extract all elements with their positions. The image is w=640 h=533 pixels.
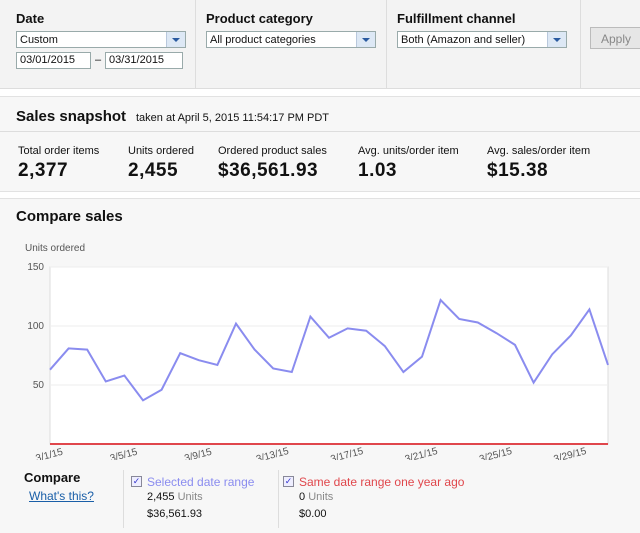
metric-label: Units ordered (128, 145, 195, 157)
units-label: Units (308, 491, 334, 503)
x-tick-label: 3/13/15 (255, 446, 290, 460)
legend-divider (123, 470, 124, 528)
metric-label: Avg. units/order item (358, 145, 459, 157)
whats-this-link[interactable]: What's this? (29, 489, 94, 503)
date-from[interactable]: 03/01/2015 (16, 52, 91, 69)
fulfillment-select-text: Both (Amazon and seller) (401, 34, 526, 46)
date-separator: – (95, 54, 102, 66)
metric-label: Ordered product sales (218, 145, 327, 157)
date-select-text: Custom (20, 34, 58, 46)
checkbox[interactable]: ✓ (283, 476, 294, 487)
checkbox[interactable]: ✓ (131, 476, 142, 487)
units-value: 2,455 (147, 491, 175, 503)
metric-value: 2,377 (18, 160, 69, 181)
range-units: 2,455 Units (147, 491, 203, 503)
x-tick-label: 3/5/15 (109, 447, 139, 460)
metric-value: 2,455 (128, 160, 179, 181)
dropdown-arrow (356, 32, 375, 47)
series-line (49, 298, 609, 402)
chart: Units ordered 50 100 150 3/1/15 3/5/15 3/9/15… (25, 243, 609, 460)
date-to[interactable]: 03/31/2015 (105, 52, 183, 69)
divider (386, 0, 387, 88)
metric-label: Total order items (18, 145, 100, 157)
x-tick-label: 3/29/15 (553, 446, 588, 460)
metric-value: $15.38 (487, 160, 549, 181)
metric-value: 1.03 (358, 160, 397, 181)
range-units: 0 Units (299, 491, 333, 503)
dropdown-arrow (547, 32, 566, 47)
product-select-text: All product categories (210, 34, 316, 46)
product-select[interactable]: All product categories (206, 31, 376, 48)
filter-bar: Date Custom 03/01/2015 – 03/31/2015 Prod… (0, 0, 640, 89)
y-tick-label: 50 (33, 380, 45, 391)
legend-divider (278, 470, 279, 528)
date-select[interactable]: Custom (16, 31, 186, 48)
fulfillment-label: Fulfillment channel (397, 11, 516, 26)
product-label: Product category (206, 11, 313, 26)
snapshot-header-rule (0, 131, 640, 132)
legend-entry: Same date range one year ago (299, 475, 465, 489)
x-tick-label: 3/21/15 (404, 446, 439, 460)
x-tick-label: 3/25/15 (478, 446, 513, 460)
metric-value: $36,561.93 (218, 160, 319, 181)
apply-button[interactable]: Apply (590, 27, 640, 49)
x-tick-label: 3/17/15 (329, 446, 364, 460)
snapshot-panel (0, 96, 640, 192)
legend-entry: Selected date range (147, 475, 255, 489)
divider (195, 0, 196, 88)
compare-title: Compare sales (16, 208, 123, 225)
compare-label: Compare (24, 470, 81, 485)
range-sales: $0.00 (299, 508, 327, 520)
units-value: 0 (299, 491, 306, 503)
date-label: Date (16, 11, 45, 26)
snapshot-taken: taken at April 5, 2015 11:54:17 PM PDT (136, 112, 330, 124)
metric-label: Avg. sales/order item (487, 145, 591, 157)
y-tick-label: 150 (27, 262, 44, 273)
x-tick-label: 3/1/15 (34, 447, 64, 460)
range-sales: $36,561.93 (147, 508, 203, 520)
divider (580, 0, 581, 88)
snapshot-title: Sales snapshot (16, 108, 127, 125)
fulfillment-select[interactable]: Both (Amazon and seller) (397, 31, 567, 48)
x-tick-label: 3/9/15 (183, 447, 213, 460)
dropdown-arrow (166, 32, 185, 47)
y-tick-label: 100 (27, 321, 44, 332)
units-label: Units (177, 491, 203, 503)
plot-area (49, 266, 609, 445)
y-axis-label: Units ordered (25, 243, 85, 254)
